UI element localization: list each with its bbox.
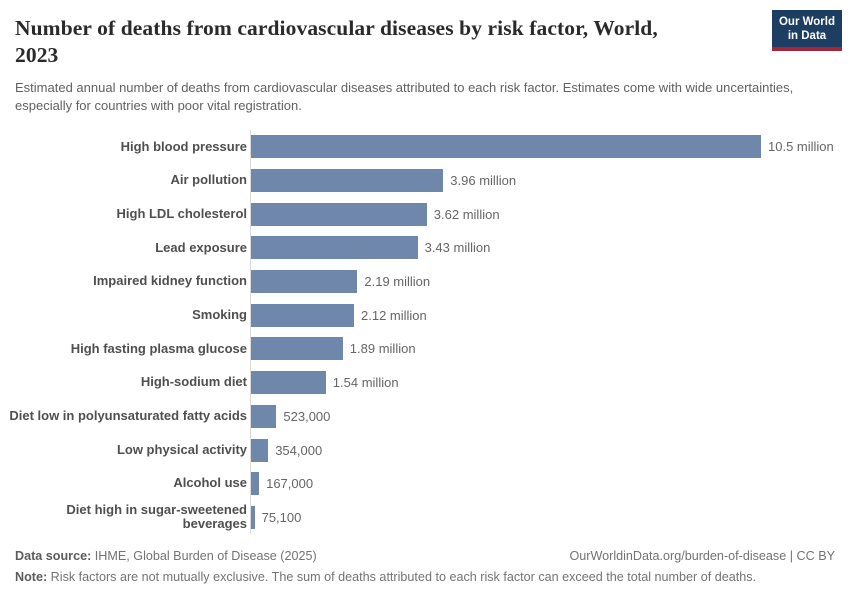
category-label-cell: High blood pressure xyxy=(15,138,247,155)
value-label: 2.12 million xyxy=(361,307,427,323)
category-label: Smoking xyxy=(192,307,247,323)
bar-zone: 2.12 million xyxy=(250,298,835,333)
chart-row: Impaired kidney function 2.19 million xyxy=(15,264,835,299)
category-label-cell: Diet high in sugar-sweetened beverages xyxy=(15,501,247,532)
category-label: High LDL cholesterol xyxy=(116,205,248,221)
bar-zone: 354,000 xyxy=(250,433,835,467)
data-source-label: Data source: xyxy=(15,549,92,564)
footer-line1: Data source: IHME, Global Burden of Dise… xyxy=(15,548,835,564)
chart-row: High blood pressure 10.5 million xyxy=(15,130,835,164)
page-title: Number of deaths from cardiovascular dis… xyxy=(15,15,760,69)
bar[interactable] xyxy=(251,135,761,159)
category-label: Lead exposure xyxy=(155,239,247,255)
chart-row: Diet low in polyunsaturated fatty acids … xyxy=(9,399,835,434)
bar[interactable] xyxy=(251,337,343,361)
category-label: Air pollution xyxy=(170,172,247,188)
bar-zone: 3.96 million xyxy=(250,163,835,198)
bar-chart: High blood pressure 10.5 million Air pol… xyxy=(9,130,835,535)
value-label: 3.62 million xyxy=(433,206,500,222)
footer-note: Note: Risk factors are not mutually excl… xyxy=(15,569,835,585)
bar-zone: 75,100 xyxy=(250,500,835,535)
bar-zone: 167,000 xyxy=(250,466,835,501)
attribution-link[interactable]: OurWorldinData.org/burden-of-disease | C… xyxy=(569,549,835,564)
bar[interactable] xyxy=(251,505,255,529)
value-label: 354,000 xyxy=(275,442,323,458)
bar-zone: 1.89 million xyxy=(250,332,835,366)
category-label: High-sodium diet xyxy=(140,374,247,390)
page-subtitle: Estimated annual number of deaths from c… xyxy=(15,80,794,113)
footer-note-label: Note: xyxy=(15,570,48,585)
category-label: Low physical activity xyxy=(116,441,247,457)
chart-row: High fasting plasma glucose 1.89 million xyxy=(15,332,835,366)
bar[interactable] xyxy=(251,202,427,226)
bar[interactable] xyxy=(251,236,418,260)
bar-zone: 2.19 million xyxy=(250,264,835,299)
bar[interactable] xyxy=(251,438,269,462)
value-label: 523,000 xyxy=(283,408,331,424)
chart-row: Smoking 2.12 million xyxy=(15,298,835,333)
category-label-cell: High-sodium diet xyxy=(15,375,247,390)
owid-logo[interactable]: Our World in Data xyxy=(772,10,842,51)
value-label: 3.96 million xyxy=(450,173,517,189)
page-title-line2: 2023 xyxy=(15,43,59,67)
value-label: 1.54 million xyxy=(332,375,399,391)
value-label: 1.89 million xyxy=(349,341,416,357)
category-label-cell: Diet low in polyunsaturated fatty acids xyxy=(9,409,247,424)
category-label-cell: Low physical activity xyxy=(15,441,247,458)
chart-row: High-sodium diet 1.54 million xyxy=(15,365,835,400)
chart-rows: High blood pressure 10.5 million Air pol… xyxy=(9,130,835,535)
category-label-cell: High LDL cholesterol xyxy=(15,205,248,222)
chart-row: Air pollution 3.96 million xyxy=(15,163,835,198)
chart-row: Low physical activity 354,000 xyxy=(15,433,835,467)
category-label: Diet low in polyunsaturated fatty acids xyxy=(9,408,247,424)
value-label: 3.43 million xyxy=(424,240,491,256)
bar-zone: 1.54 million xyxy=(250,365,835,400)
owid-logo-line2: in Data xyxy=(787,30,827,42)
category-label: Impaired kidney function xyxy=(93,273,247,289)
chart-row: Alcohol use 167,000 xyxy=(15,466,835,501)
value-label: 167,000 xyxy=(266,476,314,492)
category-label-cell: Impaired kidney function xyxy=(15,274,247,289)
bar-zone: 3.62 million xyxy=(250,197,835,232)
bar-zone: 3.43 million xyxy=(250,231,835,265)
value-label: 2.19 million xyxy=(364,274,431,290)
bar[interactable] xyxy=(251,371,326,395)
footer-note-value: Risk factors are not mutually exclusive.… xyxy=(47,570,757,585)
page-title-line1: Number of deaths from cardiovascular dis… xyxy=(15,16,658,40)
bar-zone: 10.5 million xyxy=(250,130,835,164)
bar[interactable] xyxy=(251,472,260,496)
chart-row: High LDL cholesterol 3.62 million xyxy=(15,197,835,232)
data-source-value: IHME, Global Burden of Disease (2025) xyxy=(91,549,317,564)
owid-logo-line1: Our World xyxy=(778,16,835,28)
category-label-cell: Alcohol use xyxy=(15,476,247,491)
category-label: Diet high in sugar-sweetened beverages xyxy=(66,501,247,532)
bar-zone: 523,000 xyxy=(250,399,835,434)
category-label: Alcohol use xyxy=(173,475,247,491)
chart-page: Number of deaths from cardiovascular dis… xyxy=(9,10,842,585)
category-label-cell: Lead exposure xyxy=(15,239,247,256)
value-label: 75,100 xyxy=(261,509,302,525)
category-label-cell: Smoking xyxy=(15,308,247,323)
chart-footer: Data source: IHME, Global Burden of Dise… xyxy=(15,548,835,585)
category-label-cell: High fasting plasma glucose xyxy=(15,340,247,357)
chart-row: Diet high in sugar-sweetened beverages 7… xyxy=(15,500,835,535)
bar[interactable] xyxy=(251,270,358,294)
value-label: 10.5 million xyxy=(768,139,834,155)
data-source: Data source: IHME, Global Burden of Dise… xyxy=(15,548,317,564)
chart-row: Lead exposure 3.43 million xyxy=(15,231,835,265)
category-label: High blood pressure xyxy=(120,138,247,154)
category-label: High fasting plasma glucose xyxy=(70,340,247,356)
bar[interactable] xyxy=(251,169,444,193)
bar[interactable] xyxy=(251,303,354,327)
category-label-cell: Air pollution xyxy=(15,173,247,188)
bar[interactable] xyxy=(251,404,277,428)
